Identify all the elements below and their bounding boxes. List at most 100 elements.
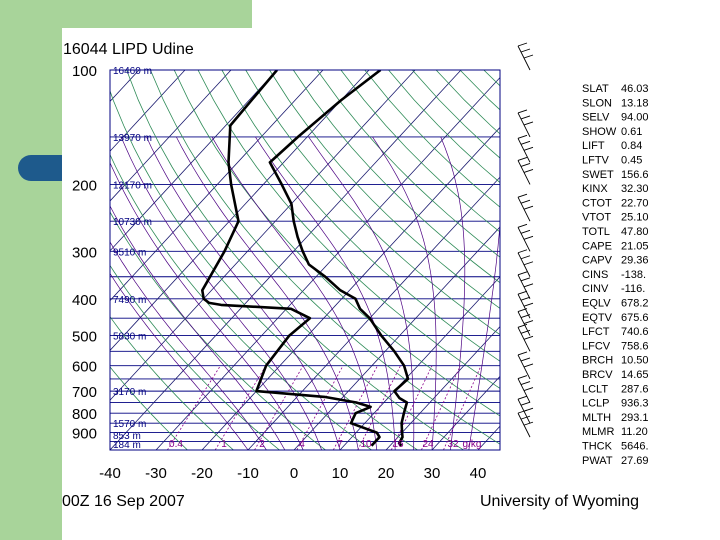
index-name: LCLP bbox=[582, 398, 610, 410]
wind-barb bbox=[517, 308, 534, 336]
wind-barb bbox=[517, 409, 534, 438]
index-value: 94.00 bbox=[621, 112, 649, 124]
index-value: 25.10 bbox=[621, 212, 649, 224]
index-value: 0.61 bbox=[621, 126, 642, 138]
footer-date: 00Z 16 Sep 2007 bbox=[62, 493, 185, 510]
dry-adiabat bbox=[292, 70, 500, 284]
index-name: KINX bbox=[582, 183, 608, 195]
mixing-ratio-label: 10 bbox=[360, 439, 372, 450]
index-name: LIFT bbox=[582, 140, 605, 152]
pressure-tick-label: 900 bbox=[72, 426, 97, 443]
index-name: LFCV bbox=[582, 340, 611, 352]
dry-adiabat bbox=[316, 70, 500, 258]
dry-adiabat bbox=[245, 70, 500, 336]
index-name: SWET bbox=[582, 169, 614, 181]
isotherm-line bbox=[155, 76, 500, 450]
isotherm-line bbox=[110, 70, 370, 351]
moist-adiabat bbox=[372, 136, 437, 450]
index-value: 5646. bbox=[621, 441, 649, 453]
temperature-tick-label: 30 bbox=[424, 465, 441, 482]
index-value: 678.2 bbox=[621, 298, 649, 310]
index-name: SHOW bbox=[582, 126, 617, 138]
moist-adiabat bbox=[110, 241, 267, 450]
mixing-ratio-label: 24 bbox=[422, 439, 434, 450]
wind-barb bbox=[517, 395, 534, 424]
wind-barb bbox=[517, 42, 534, 71]
height-label: 9510 m bbox=[113, 247, 146, 258]
index-value: 27.69 bbox=[621, 455, 649, 467]
isotherm-line bbox=[110, 70, 232, 202]
isotherm-line bbox=[110, 70, 278, 252]
pressure-tick-label: 400 bbox=[72, 292, 97, 309]
mixing-ratio-line bbox=[254, 365, 304, 450]
index-name: LFTV bbox=[582, 155, 610, 167]
wind-barb bbox=[517, 223, 534, 252]
index-value: 10.50 bbox=[621, 355, 649, 367]
index-value: 29.36 bbox=[621, 255, 649, 267]
height-label: 16460 m bbox=[113, 66, 152, 77]
height-label: 184 m bbox=[113, 440, 141, 451]
wind-barb bbox=[517, 193, 534, 222]
mixing-ratio-line bbox=[167, 365, 221, 450]
index-name: CTOT bbox=[582, 197, 612, 209]
isotherm-line bbox=[293, 226, 500, 450]
dry-adiabat bbox=[221, 70, 500, 362]
pressure-tick-label: 200 bbox=[72, 177, 97, 194]
index-value: -138. bbox=[621, 269, 646, 281]
temperature-tick-label: -10 bbox=[237, 465, 259, 482]
dry-adiabat bbox=[173, 70, 500, 417]
moist-adiabat bbox=[146, 136, 341, 450]
temperature-tick-label: 20 bbox=[378, 465, 395, 482]
index-name: EQTV bbox=[582, 312, 613, 324]
index-name: PWAT bbox=[582, 455, 613, 467]
dry-adiabat bbox=[110, 153, 372, 450]
mixing-ratio-label: 7 bbox=[337, 439, 343, 450]
isotherm-line bbox=[110, 70, 462, 450]
height-label: 1570 m bbox=[113, 419, 146, 430]
moist-adiabat bbox=[440, 136, 466, 450]
dry-adiabat bbox=[197, 70, 500, 389]
index-name: MLTH bbox=[582, 412, 611, 424]
mixing-ratio-line bbox=[296, 365, 344, 450]
dry-adiabat bbox=[110, 316, 234, 450]
wind-barb bbox=[517, 323, 534, 352]
isotherm-line bbox=[385, 325, 500, 450]
wind-barb bbox=[517, 375, 534, 403]
index-name: LFCT bbox=[582, 326, 610, 338]
pressure-tick-label: 500 bbox=[72, 329, 97, 346]
mixing-ratio-label: 16 bbox=[392, 439, 404, 450]
height-label: 12170 m bbox=[113, 180, 152, 191]
mixing-ratio-line bbox=[443, 365, 482, 450]
pressure-tick-label: 100 bbox=[72, 63, 97, 80]
index-name: CAPE bbox=[582, 240, 612, 252]
index-value: 11.20 bbox=[621, 426, 648, 438]
index-name: SLON bbox=[582, 97, 612, 109]
dry-adiabat bbox=[110, 366, 188, 450]
index-value: 13.18 bbox=[621, 97, 649, 109]
index-value: 936.3 bbox=[621, 398, 649, 410]
index-name: VTOT bbox=[582, 212, 611, 224]
index-name: MLMR bbox=[582, 426, 614, 438]
mixing-ratio-label: 0.4 bbox=[169, 439, 183, 450]
pressure-tick-label: 700 bbox=[72, 384, 97, 401]
moist-adiabat bbox=[308, 136, 415, 450]
index-value: 0.84 bbox=[621, 140, 642, 152]
isotherm-line bbox=[247, 176, 500, 450]
footer-credit: University of Wyoming bbox=[480, 493, 639, 510]
temperature-tick-label: 40 bbox=[470, 465, 487, 482]
height-label: 13970 m bbox=[113, 133, 152, 144]
temperature-profile bbox=[268, 70, 410, 447]
diagram-grid bbox=[110, 70, 500, 450]
index-name: EQLV bbox=[582, 298, 611, 310]
mixing-ratio-label: 2 bbox=[259, 439, 265, 450]
mixing-ratio-line bbox=[214, 365, 267, 450]
isotherm-line bbox=[110, 70, 416, 401]
isotherm-line bbox=[201, 126, 500, 450]
dry-adiabat bbox=[435, 70, 500, 135]
index-name: CAPV bbox=[582, 255, 613, 267]
dry-adiabat bbox=[150, 70, 500, 445]
isotherm-line bbox=[110, 70, 324, 302]
mixing-ratio-label: 1 bbox=[221, 439, 227, 450]
index-name: BRCH bbox=[582, 355, 613, 367]
